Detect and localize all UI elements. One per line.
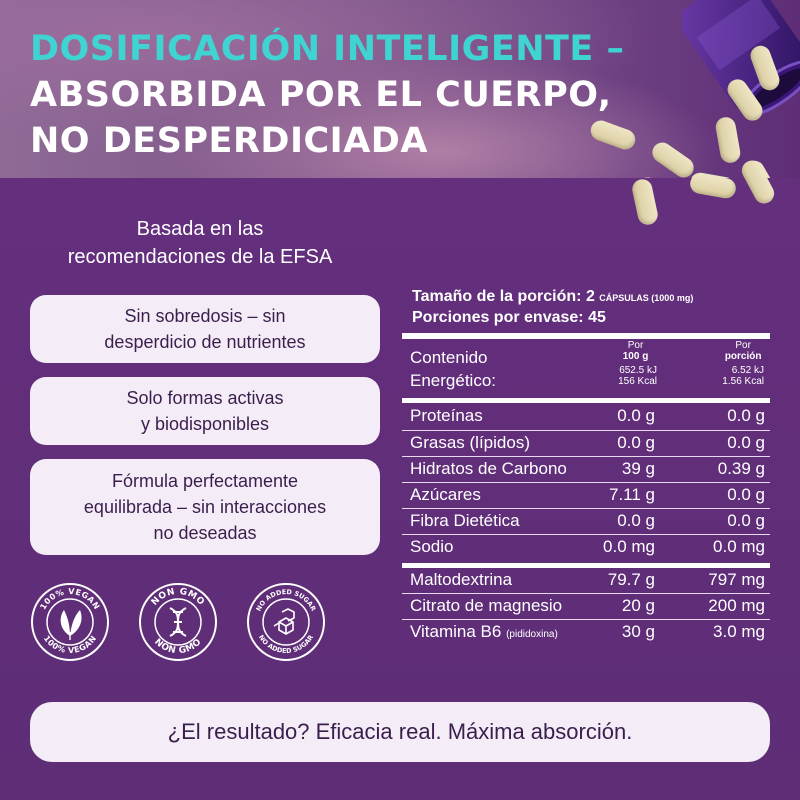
nutrient-per-serving: 0.0 g — [727, 406, 765, 425]
benefit-line: Sin sobredosis – sin — [124, 306, 286, 326]
col2-head-2: porción — [724, 351, 762, 362]
serving-size-unit: CÁPSULAS (1000 mg) — [599, 293, 694, 303]
ingredient-label: Vitamina B6 (pididoxina) — [410, 619, 558, 648]
nutrient-per-100g: 0.0 g — [617, 511, 655, 530]
nutrient-row: Grasas (lípidos) 0.0 g 0.0 g — [410, 430, 765, 456]
nutrient-per-serving: 0.0 g — [727, 485, 765, 504]
benefit-line: desperdicio de nutrientes — [104, 332, 306, 352]
ingredient-per-serving: 200 mg — [708, 596, 765, 615]
nutrient-row: Fibra Dietética 0.0 g 0.0 g — [410, 508, 765, 534]
efsa-line-1: Basada en las — [136, 218, 264, 240]
benefit-line: y biodisponibles — [140, 414, 270, 434]
nutrient-row: Hidratos de Carbono 39 g 0.39 g — [410, 456, 765, 482]
nutrient-row: Sodio 0.0 mg 0.0 mg — [410, 534, 765, 560]
sugar-cube-icon — [273, 608, 295, 635]
headline-line-1: DOSIFICACIÓN INTELIGENTE – — [30, 29, 625, 69]
benefit-card: Sin sobredosis – sin desperdicio de nutr… — [30, 295, 380, 363]
ingredient-per-serving: 797 mg — [708, 570, 765, 589]
ingredient-per-100g: 30 g — [621, 622, 655, 641]
servings-per-container: Porciones por envase: 45 — [412, 309, 606, 326]
nutrient-row: Azúcares 7.11 g 0.0 g — [410, 482, 765, 508]
headline-line-3: NO DESPERDICIADA — [30, 121, 428, 161]
table-rule — [402, 398, 770, 403]
nutrient-label: Proteínas — [410, 406, 483, 425]
ingredient-label: Maltodextrina — [410, 570, 513, 589]
non-gmo-badge-bottom-text: NON GMO — [152, 637, 203, 656]
ingredient-note: (pididoxina) — [506, 629, 558, 640]
energy-per-100g: Por 100 g 652.5 kJ 156 Kcal — [618, 340, 657, 387]
svg-text:NON GMO: NON GMO — [152, 637, 203, 656]
nutrient-per-100g: 39 g — [621, 459, 655, 478]
capsule-icon — [714, 115, 742, 165]
nutrient-label: Sodio — [410, 537, 454, 556]
nutrient-label: Azúcares — [410, 485, 481, 504]
result-banner: ¿El resultado? Eficacia real. Máxima abs… — [30, 702, 770, 762]
ingredient-row: Vitamina B6 (pididoxina) 30 g 3.0 mg — [410, 619, 765, 645]
col1-head-2: 100 g — [622, 351, 649, 362]
hero-banner — [0, 0, 800, 178]
headline-line-2: ABSORBIDA POR EL CUERPO, — [30, 75, 612, 115]
capsule-icon — [587, 117, 639, 153]
leaf-icon — [60, 610, 82, 640]
nutrient-per-serving: 0.0 g — [727, 511, 765, 530]
table-rule — [402, 563, 770, 568]
benefit-card: Solo formas activas y biodisponibles — [30, 377, 380, 445]
nutrient-label: Hidratos de Carbono — [410, 459, 567, 478]
energy-per-serving: Por porción 6.52 kJ 1.56 Kcal — [722, 340, 764, 387]
benefit-line: no deseadas — [153, 523, 257, 543]
energy-col1-kj: 652.5 kJ — [619, 365, 657, 376]
ingredient-row: Maltodextrina 79.7 g 797 mg — [410, 567, 765, 593]
efsa-line-2: recomendaciones de la EFSA — [67, 246, 333, 268]
efsa-note: Basada en las recomendaciones de la EFSA — [0, 215, 400, 271]
no-added-sugar-badge: NO ADDED SUGAR NO ADDED SUGAR — [247, 583, 325, 661]
vegan-badge: 100% VEGAN 100% VEGAN — [31, 583, 109, 661]
nutrient-per-100g: 0.0 mg — [603, 537, 655, 556]
ingredient-name: Vitamina B6 — [410, 622, 502, 641]
nutrient-label: Grasas (lípidos) — [410, 433, 530, 452]
benefit-line: equilibrada – sin interacciones — [83, 497, 327, 517]
benefit-line: Solo formas activas — [126, 388, 284, 408]
nutrient-per-100g: 0.0 g — [617, 406, 655, 425]
nutrient-per-100g: 0.0 g — [617, 433, 655, 452]
energy-label-line-2: Energético: — [410, 371, 496, 390]
nutrient-row: Proteínas 0.0 g 0.0 g — [410, 403, 765, 429]
nutrient-label: Fibra Dietética — [410, 511, 520, 530]
serving-size-label: Tamaño de la porción: 2 — [412, 288, 595, 305]
nutrient-per-serving: 0.0 g — [727, 433, 765, 452]
col2-head-1: Por — [735, 340, 751, 351]
energy-col1-kcal: 156 Kcal — [618, 376, 657, 387]
serving-size: Tamaño de la porción: 2 CÁPSULAS (1000 m… — [412, 287, 693, 308]
ingredient-per-100g: 79.7 g — [607, 570, 655, 589]
ingredient-per-serving: 3.0 mg — [713, 622, 765, 641]
benefit-line: Fórmula perfectamente — [111, 471, 299, 491]
energy-col2-kj: 6.52 kJ — [731, 365, 764, 376]
energy-col2-kcal: 1.56 Kcal — [722, 376, 764, 387]
nutrient-per-100g: 7.11 g — [608, 485, 655, 504]
energy-label: Contenido Energético: — [410, 346, 496, 392]
ingredient-row: Citrato de magnesio 20 g 200 mg — [410, 593, 765, 619]
table-rule — [402, 333, 770, 339]
non-gmo-badge: NON GMO NON GMO — [139, 583, 217, 661]
benefit-card: Fórmula perfectamente equilibrada – sin … — [30, 459, 380, 555]
energy-label-line-1: Contenido — [410, 348, 488, 367]
nutrient-per-serving: 0.0 mg — [713, 537, 765, 556]
capsule-icon — [648, 138, 698, 178]
col1-head-1: Por — [627, 340, 644, 351]
nutrient-per-serving: 0.39 g — [717, 459, 765, 478]
dna-icon — [169, 607, 187, 637]
ingredient-label: Citrato de magnesio — [410, 596, 563, 615]
ingredient-per-100g: 20 g — [621, 596, 655, 615]
